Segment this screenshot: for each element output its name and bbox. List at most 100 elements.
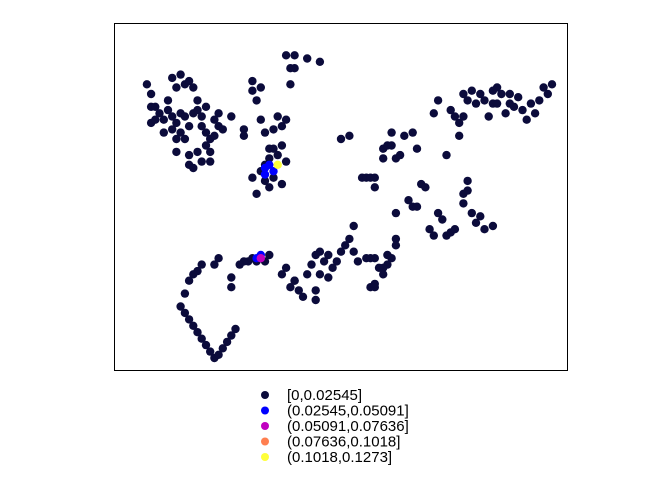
data-point-class-0 bbox=[201, 128, 211, 137]
data-point-class-0 bbox=[543, 89, 552, 99]
data-point-class-0 bbox=[379, 263, 388, 272]
data-point-class-0 bbox=[286, 80, 295, 89]
data-point-class-0 bbox=[341, 241, 350, 250]
data-point-class-0 bbox=[176, 302, 185, 311]
data-point-class-0 bbox=[210, 115, 219, 124]
data-point-class-0 bbox=[514, 93, 523, 102]
data-point-class-0 bbox=[467, 86, 476, 95]
data-point-class-0 bbox=[298, 292, 308, 301]
data-point-class-0 bbox=[180, 112, 190, 121]
data-point-class-0 bbox=[256, 115, 265, 124]
data-point-class-0 bbox=[421, 183, 430, 192]
data-point-class-0 bbox=[311, 295, 320, 305]
data-point-class-0 bbox=[281, 115, 291, 124]
data-point-class-0 bbox=[227, 112, 236, 121]
data-point-class-0 bbox=[307, 260, 316, 269]
data-point-class-0 bbox=[290, 51, 299, 60]
legend-label-2: (0.05091,0.07636] bbox=[287, 418, 409, 435]
data-point-class-0 bbox=[180, 134, 190, 144]
data-point-class-0 bbox=[197, 112, 206, 121]
data-point-class-0 bbox=[429, 109, 438, 118]
data-point-class-0 bbox=[336, 247, 346, 256]
data-point-class-0 bbox=[509, 102, 519, 112]
data-point-class-0 bbox=[193, 96, 202, 105]
data-point-class-0 bbox=[535, 96, 544, 105]
legend-marker-0 bbox=[261, 391, 269, 399]
data-point-class-0 bbox=[391, 234, 401, 244]
data-point-class-0 bbox=[476, 212, 485, 221]
data-point-class-0 bbox=[231, 324, 240, 334]
data-point-class-0 bbox=[429, 231, 438, 240]
data-point-class-0 bbox=[206, 147, 215, 157]
data-point-class-0 bbox=[391, 208, 401, 218]
data-point-class-0 bbox=[172, 134, 181, 144]
data-point-class-0 bbox=[214, 350, 223, 359]
data-point-class-0 bbox=[184, 76, 194, 86]
data-point-class-0 bbox=[168, 73, 177, 83]
data-point-class-0 bbox=[265, 183, 274, 192]
data-point-class-0 bbox=[463, 186, 472, 195]
data-point-class-0 bbox=[252, 189, 261, 198]
data-point-class-0 bbox=[248, 86, 257, 95]
data-point-class-0 bbox=[471, 218, 481, 227]
data-point-class-0 bbox=[281, 263, 291, 272]
data-point-class-0 bbox=[210, 260, 219, 269]
data-point-class-1 bbox=[265, 160, 274, 169]
data-point-class-0 bbox=[277, 270, 287, 279]
data-point-class-0 bbox=[311, 250, 320, 260]
data-point-class-0 bbox=[260, 128, 270, 137]
data-point-class-0 bbox=[433, 96, 443, 105]
data-point-class-0 bbox=[256, 83, 265, 92]
data-point-class-1 bbox=[260, 170, 270, 179]
data-point-class-0 bbox=[277, 141, 287, 150]
data-point-class-0 bbox=[235, 260, 244, 269]
data-point-class-0 bbox=[159, 115, 168, 124]
data-point-class-0 bbox=[459, 112, 468, 121]
data-point-class-0 bbox=[480, 96, 489, 105]
data-point-class-0 bbox=[197, 157, 206, 166]
data-point-class-0 bbox=[151, 115, 160, 124]
data-point-class-0 bbox=[425, 225, 434, 234]
data-point-class-0 bbox=[193, 328, 202, 337]
data-point-class-0 bbox=[467, 208, 476, 218]
data-point-class-0 bbox=[353, 257, 363, 266]
data-point-class-2 bbox=[256, 254, 265, 263]
data-point-class-0 bbox=[412, 144, 422, 153]
data-point-class-0 bbox=[151, 102, 160, 112]
data-point-class-0 bbox=[214, 254, 223, 263]
data-point-class-0 bbox=[193, 147, 202, 157]
data-point-class-0 bbox=[159, 128, 168, 137]
data-point-class-0 bbox=[391, 241, 401, 250]
data-point-class-0 bbox=[450, 225, 460, 234]
legend-marker-2 bbox=[261, 422, 269, 430]
legend-marker-3 bbox=[261, 437, 269, 446]
data-point-class-0 bbox=[197, 122, 206, 131]
data-point-class-0 bbox=[180, 308, 190, 318]
data-point-class-0 bbox=[463, 176, 472, 186]
data-point-class-0 bbox=[189, 163, 198, 173]
data-point-class-0 bbox=[336, 134, 346, 144]
data-point-class-0 bbox=[539, 83, 548, 92]
data-point-class-0 bbox=[168, 112, 177, 121]
data-point-class-0 bbox=[214, 109, 223, 118]
data-point-class-0 bbox=[180, 289, 190, 298]
data-point-class-0 bbox=[387, 128, 396, 137]
data-point-class-0 bbox=[172, 118, 181, 128]
data-point-class-0 bbox=[197, 260, 206, 269]
data-point-class-0 bbox=[176, 70, 185, 79]
data-point-class-0 bbox=[328, 263, 337, 272]
data-point-class-0 bbox=[459, 199, 468, 208]
data-point-class-0 bbox=[189, 83, 198, 92]
data-point-class-0 bbox=[163, 96, 173, 105]
data-point-class-0 bbox=[239, 131, 249, 140]
data-point-class-4 bbox=[273, 160, 282, 169]
data-point-class-0 bbox=[303, 270, 312, 279]
data-point-class-0 bbox=[484, 112, 493, 121]
data-point-class-0 bbox=[218, 344, 227, 353]
data-point-class-0 bbox=[265, 154, 274, 163]
data-point-class-0 bbox=[201, 340, 211, 350]
data-point-class-0 bbox=[303, 54, 312, 63]
data-point-class-0 bbox=[395, 150, 405, 160]
data-point-class-0 bbox=[505, 89, 514, 99]
